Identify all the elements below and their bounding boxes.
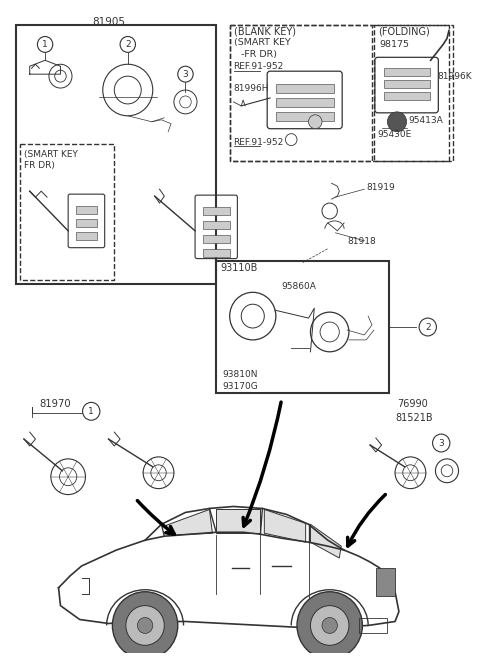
Text: 93810N: 93810N (222, 369, 257, 379)
Bar (276, 84, 334, 93)
Text: 81918: 81918 (347, 237, 376, 246)
Text: 81919: 81919 (366, 183, 395, 192)
Bar (76, 206, 97, 214)
Circle shape (83, 402, 100, 420)
Circle shape (37, 37, 53, 52)
Text: (FOLDING): (FOLDING) (378, 27, 430, 37)
Text: 81996K: 81996K (437, 72, 472, 81)
Circle shape (309, 115, 322, 129)
Text: 93170G: 93170G (222, 382, 258, 390)
Circle shape (387, 112, 407, 132)
Bar (16, 24, 216, 284)
Circle shape (311, 605, 349, 646)
Circle shape (432, 434, 450, 452)
Text: 1: 1 (88, 407, 94, 416)
Text: (SMART KEY: (SMART KEY (234, 39, 290, 47)
Text: 81996H: 81996H (234, 84, 269, 93)
Bar (384, 80, 430, 88)
Text: 93110B: 93110B (220, 262, 257, 272)
Circle shape (120, 37, 135, 52)
Text: 98175: 98175 (380, 41, 410, 49)
Circle shape (322, 617, 337, 634)
Text: 76990: 76990 (397, 400, 428, 409)
Circle shape (178, 66, 193, 82)
Bar (359, 617, 387, 634)
Bar (384, 92, 430, 100)
Bar (203, 235, 230, 243)
Bar (20, 144, 114, 280)
Text: 3: 3 (438, 438, 444, 447)
Bar (384, 68, 430, 76)
Text: (SMART KEY: (SMART KEY (24, 150, 78, 159)
Bar (230, 24, 453, 161)
Circle shape (126, 605, 164, 646)
Bar (76, 219, 97, 227)
Text: 1: 1 (42, 40, 48, 49)
Bar (216, 260, 389, 394)
Bar (230, 24, 372, 161)
Bar (376, 568, 395, 596)
Circle shape (112, 592, 178, 656)
Polygon shape (311, 524, 341, 558)
Text: 3: 3 (182, 70, 188, 79)
Text: 81970: 81970 (39, 400, 71, 409)
Bar (276, 98, 334, 107)
Bar (76, 232, 97, 239)
Bar (203, 207, 230, 215)
Text: REF.91-952: REF.91-952 (234, 138, 284, 147)
Text: 2: 2 (425, 323, 431, 331)
Text: 95430E: 95430E (378, 130, 412, 138)
Text: FR DR): FR DR) (24, 161, 55, 171)
Text: -FR DR): -FR DR) (241, 51, 277, 60)
Text: 95413A: 95413A (408, 116, 444, 125)
Circle shape (297, 592, 362, 656)
Text: 81905: 81905 (92, 16, 125, 27)
Text: 81521B: 81521B (395, 413, 432, 423)
Polygon shape (166, 510, 212, 535)
Polygon shape (216, 510, 261, 533)
Circle shape (137, 617, 153, 634)
Bar (276, 112, 334, 121)
Text: REF.91-952: REF.91-952 (234, 62, 284, 72)
Bar (203, 221, 230, 229)
Text: 2: 2 (125, 40, 131, 49)
Bar (374, 24, 449, 161)
Bar (203, 249, 230, 256)
Text: 95860A: 95860A (282, 282, 316, 291)
Text: (BLANK KEY): (BLANK KEY) (234, 27, 296, 37)
Polygon shape (264, 510, 306, 542)
Circle shape (419, 318, 436, 336)
